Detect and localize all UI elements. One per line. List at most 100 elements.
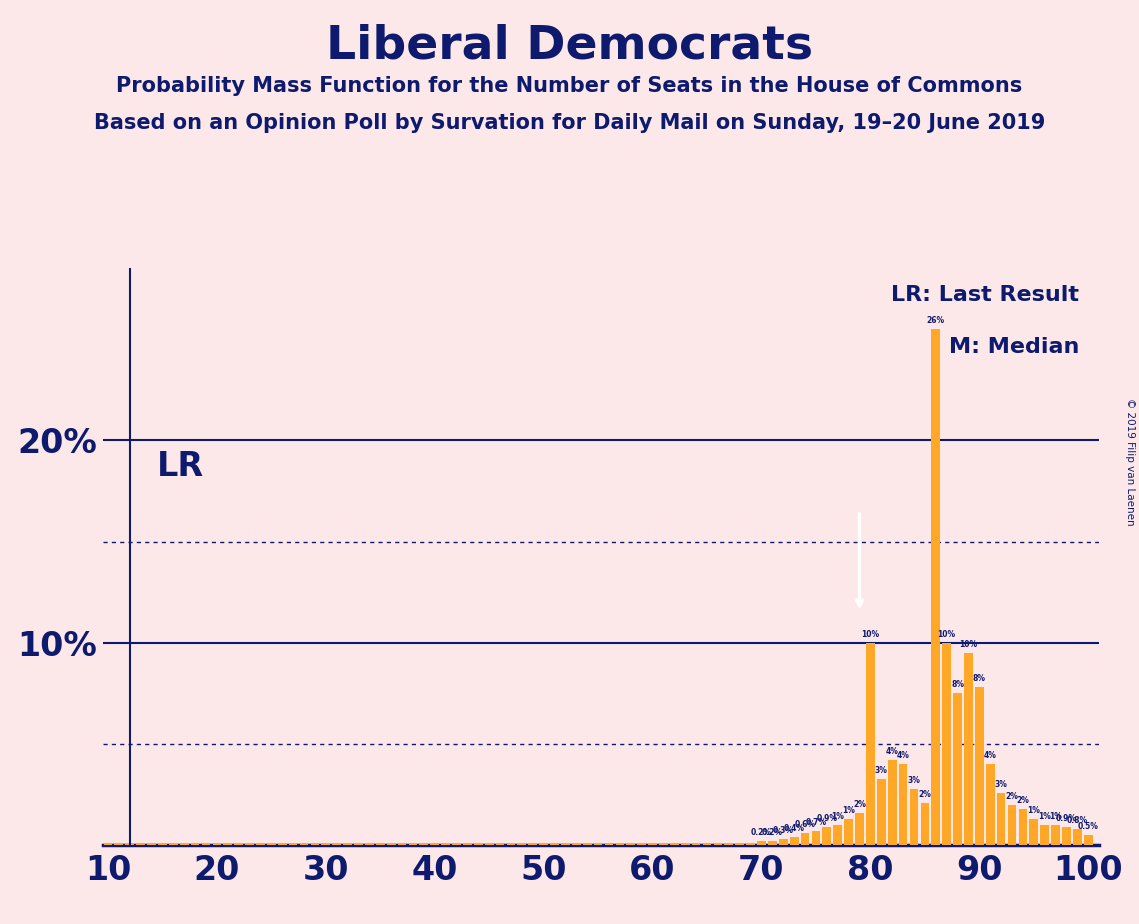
Text: 4%: 4% [984,751,997,760]
Bar [703,844,712,845]
Text: 0.6%: 0.6% [795,821,816,829]
Text: 0.2%: 0.2% [751,828,772,837]
Text: 10%: 10% [861,630,879,638]
Text: 1%: 1% [1039,812,1051,821]
Bar [659,844,667,845]
Bar [245,844,254,845]
Text: 1%: 1% [1049,812,1062,821]
Text: 0.7%: 0.7% [805,819,827,827]
Bar [789,837,798,845]
Bar [593,844,603,845]
Text: 10%: 10% [937,630,956,638]
Text: Probability Mass Function for the Number of Seats in the House of Commons: Probability Mass Function for the Number… [116,76,1023,96]
Bar [398,844,407,845]
Bar [844,819,853,845]
Bar [104,844,113,845]
Bar [452,844,461,845]
Bar [572,844,581,845]
Bar [713,844,722,845]
Text: 2%: 2% [1016,796,1030,805]
Bar [147,844,156,845]
Bar [681,844,689,845]
Bar [474,844,483,845]
Bar [932,329,940,845]
Bar [834,825,842,845]
Bar [638,844,646,845]
Bar [746,844,755,845]
Bar [387,844,395,845]
Bar [223,844,232,845]
Bar [169,844,178,845]
Bar [495,844,505,845]
Bar [1084,835,1092,845]
Bar [757,842,765,845]
Text: 0.3%: 0.3% [772,826,794,835]
Text: 10%: 10% [959,640,977,649]
Text: 1%: 1% [1027,806,1040,815]
Bar [648,844,657,845]
Bar [539,844,548,845]
Bar [190,844,199,845]
Bar [855,813,863,845]
Text: Based on an Opinion Poll by Survation for Daily Mail on Sunday, 19–20 June 2019: Based on an Opinion Poll by Survation fo… [93,113,1046,133]
Bar [605,844,613,845]
Bar [431,844,439,845]
Bar [202,844,211,845]
Text: LR: LR [157,450,204,483]
Bar [910,789,918,845]
Bar [180,844,189,845]
Bar [768,842,777,845]
Bar [256,844,264,845]
Text: 0.4%: 0.4% [784,824,804,833]
Text: 2%: 2% [1006,792,1018,801]
Bar [942,643,951,845]
Text: 4%: 4% [896,751,910,760]
Bar [975,687,984,845]
Bar [550,844,559,845]
Text: 4%: 4% [886,748,899,757]
Bar [321,844,330,845]
Bar [343,844,352,845]
Bar [528,844,538,845]
Text: 1%: 1% [831,812,844,821]
Bar [300,844,309,845]
Bar [409,844,417,845]
Bar [364,844,374,845]
Text: 0.9%: 0.9% [1056,814,1077,823]
Bar [441,844,450,845]
Bar [125,844,134,845]
Bar [562,844,570,845]
Bar [485,844,493,845]
Bar [1008,805,1016,845]
Bar [1051,825,1060,845]
Bar [354,844,363,845]
Text: 2%: 2% [853,800,866,809]
Bar [419,844,428,845]
Bar [920,803,929,845]
Bar [887,760,896,845]
Bar [615,844,624,845]
Bar [1040,825,1049,845]
Bar [289,844,297,845]
Bar [801,833,810,845]
Text: © 2019 Filip van Laenen: © 2019 Filip van Laenen [1125,398,1134,526]
Bar [464,844,472,845]
Bar [779,839,788,845]
Bar [115,844,123,845]
Bar [899,764,908,845]
Bar [507,844,515,845]
Bar [1018,809,1027,845]
Text: 26%: 26% [927,316,945,324]
Bar [986,764,994,845]
Bar [137,844,145,845]
Bar [583,844,591,845]
Bar [1030,819,1038,845]
Bar [517,844,526,845]
Bar [235,844,243,845]
Text: 1%: 1% [842,806,855,815]
Text: Liberal Democrats: Liberal Democrats [326,23,813,68]
Text: 3%: 3% [994,780,1008,789]
Bar [953,694,962,845]
Text: M: Median: M: Median [949,337,1079,358]
Text: 0.8%: 0.8% [1067,816,1088,825]
